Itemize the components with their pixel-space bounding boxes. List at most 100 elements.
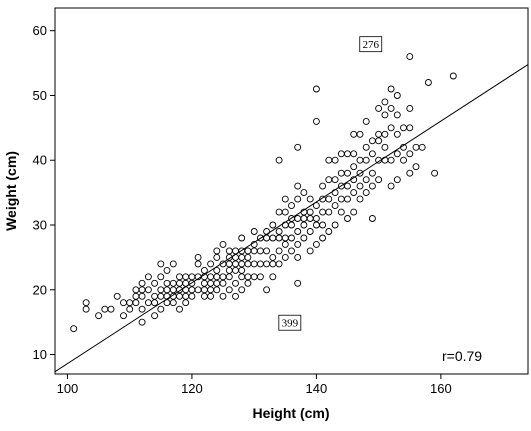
data-point	[194, 260, 202, 268]
y-tick-label: 40	[33, 153, 47, 168]
data-point	[362, 189, 370, 197]
data-point	[269, 253, 277, 261]
data-point	[350, 208, 358, 216]
data-point	[213, 266, 221, 274]
x-axis-title: Height (cm)	[253, 405, 330, 421]
data-point	[157, 305, 165, 313]
data-point	[263, 286, 271, 294]
data-point	[331, 202, 339, 210]
data-point	[151, 279, 159, 287]
data-point	[362, 117, 370, 125]
data-point	[331, 156, 339, 164]
data-point	[169, 260, 177, 268]
correlation-label: r=0.79	[442, 348, 482, 364]
data-point	[138, 279, 146, 287]
data-point	[387, 85, 395, 93]
data-point	[331, 221, 339, 229]
data-point	[387, 124, 395, 132]
annotation-label: 276	[362, 39, 379, 51]
y-tick-label: 10	[33, 347, 47, 362]
data-point	[350, 189, 358, 197]
data-point	[138, 318, 146, 326]
x-tick-label: 120	[181, 381, 203, 396]
annotation-box	[278, 314, 302, 331]
data-point	[294, 240, 302, 248]
x-tick-label: 160	[430, 381, 452, 396]
data-point	[126, 305, 134, 313]
data-point	[138, 305, 146, 313]
data-point	[312, 240, 320, 248]
data-point	[319, 182, 327, 190]
data-point	[431, 169, 439, 177]
data-point	[294, 143, 302, 151]
data-point	[362, 143, 370, 151]
data-point	[157, 260, 165, 268]
data-point	[344, 169, 351, 177]
data-point	[238, 234, 246, 242]
data-point	[151, 312, 159, 320]
data-point	[319, 221, 327, 229]
data-point	[188, 292, 196, 300]
data-point	[387, 156, 395, 164]
data-point	[300, 189, 308, 197]
data-point	[381, 98, 389, 106]
data-point	[294, 228, 302, 235]
data-point	[312, 202, 320, 210]
data-point	[325, 228, 333, 235]
data-point	[288, 234, 295, 242]
regression-line	[55, 64, 528, 373]
data-point	[70, 325, 78, 333]
data-point	[368, 215, 376, 222]
data-point	[157, 273, 165, 281]
data-point	[294, 195, 302, 203]
data-point	[412, 163, 420, 171]
data-point	[368, 182, 376, 190]
data-point	[113, 292, 121, 300]
data-point	[281, 195, 289, 203]
data-point	[344, 182, 351, 190]
data-point	[306, 208, 314, 216]
data-point	[238, 286, 246, 294]
data-point	[337, 208, 345, 216]
y-tick-label: 30	[33, 218, 47, 233]
data-point	[375, 137, 383, 145]
data-point	[288, 221, 295, 229]
data-point	[387, 104, 395, 112]
data-point	[344, 215, 351, 222]
data-point	[144, 273, 152, 281]
data-point	[294, 279, 302, 287]
data-point	[393, 150, 401, 158]
y-tick-label: 60	[33, 23, 47, 38]
data-point	[344, 195, 351, 203]
data-point	[331, 176, 339, 184]
data-point	[306, 247, 314, 255]
data-point	[219, 240, 227, 248]
data-point	[424, 79, 432, 86]
data-point	[381, 143, 389, 151]
data-point	[375, 104, 383, 112]
data-point	[275, 228, 283, 235]
data-point	[406, 53, 414, 61]
data-point	[294, 182, 302, 190]
data-point	[312, 85, 320, 93]
data-point	[294, 253, 302, 261]
data-point	[269, 221, 277, 229]
data-point	[238, 266, 246, 274]
data-point	[375, 176, 383, 184]
data-point	[138, 292, 146, 300]
data-point	[188, 279, 196, 287]
data-point	[381, 111, 389, 119]
data-point	[288, 202, 295, 210]
data-point	[107, 305, 115, 313]
data-point	[406, 150, 414, 158]
data-point	[449, 72, 457, 80]
data-point	[356, 182, 364, 190]
data-point	[263, 247, 271, 255]
data-point	[288, 247, 295, 255]
data-point	[325, 195, 333, 203]
data-point	[356, 130, 364, 138]
data-point	[207, 292, 215, 300]
data-point	[400, 156, 407, 164]
y-tick-label: 50	[33, 88, 47, 103]
